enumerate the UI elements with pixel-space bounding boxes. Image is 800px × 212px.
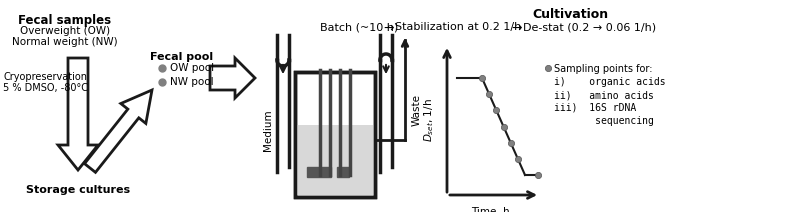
Text: Waste: Waste bbox=[412, 94, 422, 126]
Text: Fecal pool: Fecal pool bbox=[150, 52, 214, 62]
Text: Time, h: Time, h bbox=[470, 207, 510, 212]
Text: Storage cultures: Storage cultures bbox=[26, 185, 130, 195]
Text: $D_{set}$, 1/h: $D_{set}$, 1/h bbox=[422, 98, 436, 142]
Polygon shape bbox=[295, 72, 375, 197]
Text: NW pool: NW pool bbox=[170, 77, 214, 87]
Text: i)    organic acids: i) organic acids bbox=[554, 77, 666, 87]
Text: Normal weight (NW): Normal weight (NW) bbox=[12, 37, 118, 47]
Bar bbox=[337, 167, 349, 177]
Text: →: → bbox=[383, 22, 394, 35]
Polygon shape bbox=[297, 125, 373, 195]
Text: Batch (~10 h): Batch (~10 h) bbox=[320, 22, 398, 32]
Text: De-stat (0.2 → 0.06 1/h): De-stat (0.2 → 0.06 1/h) bbox=[523, 22, 656, 32]
Text: OW pool: OW pool bbox=[170, 63, 214, 73]
Text: Medium: Medium bbox=[263, 109, 273, 151]
Polygon shape bbox=[85, 90, 152, 172]
Bar bbox=[307, 167, 331, 177]
Text: Stabilization at 0.2 1/h: Stabilization at 0.2 1/h bbox=[395, 22, 522, 32]
Text: Cultivation: Cultivation bbox=[532, 8, 608, 21]
Text: Sampling points for:: Sampling points for: bbox=[554, 64, 653, 74]
Text: Overweight (OW): Overweight (OW) bbox=[20, 26, 110, 36]
Text: →: → bbox=[511, 22, 522, 35]
Polygon shape bbox=[210, 58, 255, 98]
Text: Fecal samples: Fecal samples bbox=[18, 14, 111, 27]
Text: Cryopreservation: Cryopreservation bbox=[3, 72, 87, 82]
Text: iii)  16S rDNA: iii) 16S rDNA bbox=[554, 103, 636, 113]
Text: 5 % DMSO, -80°C: 5 % DMSO, -80°C bbox=[3, 83, 88, 93]
Polygon shape bbox=[58, 58, 98, 170]
Text: ii)   amino acids: ii) amino acids bbox=[554, 90, 654, 100]
Text: sequencing: sequencing bbox=[554, 116, 654, 126]
